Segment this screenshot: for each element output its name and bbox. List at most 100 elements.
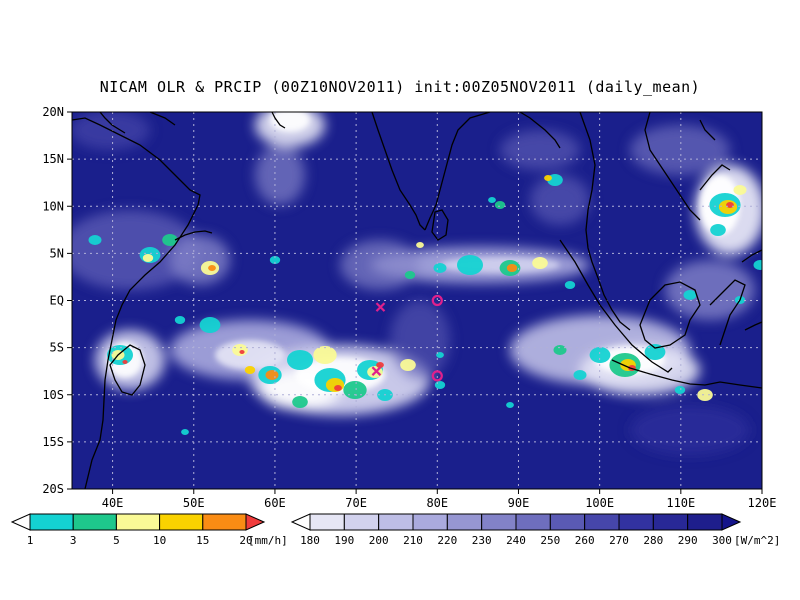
precip-patch	[88, 235, 102, 245]
colorbar-box	[446, 513, 483, 531]
lat-tick-label: 15S	[42, 435, 64, 449]
map-area	[72, 112, 762, 489]
colorbar-label: 190	[334, 534, 354, 547]
circle-marker-icon	[431, 370, 443, 382]
colorbar-label: 15	[196, 534, 209, 547]
lon-tick-label: 90E	[508, 496, 530, 510]
lat-tick-label: 15N	[42, 152, 64, 166]
coastlines	[72, 112, 762, 489]
lat-tick-label: 5N	[50, 246, 64, 260]
precip-patch	[733, 185, 747, 195]
precip-patch	[239, 350, 245, 354]
precip-patch	[162, 234, 178, 246]
colorbar-arrow-right	[245, 513, 266, 531]
colorbar-label: 260	[575, 534, 595, 547]
colorbar-label: 200	[369, 534, 389, 547]
precip-patch	[313, 346, 337, 364]
lat-tick-label: 10S	[42, 388, 64, 402]
precip-patch	[697, 389, 713, 401]
colorbar-label: 3	[70, 534, 77, 547]
circle-marker-icon	[431, 294, 443, 307]
colorbar-label: 270	[609, 534, 629, 547]
precip-patch	[292, 396, 308, 408]
precip-patch	[434, 381, 446, 389]
colorbar-label: 20	[239, 534, 252, 547]
colorbar-arrow-right	[721, 513, 742, 531]
precip-patch	[726, 202, 734, 208]
precip-patch	[287, 350, 313, 370]
precip-patch	[416, 242, 424, 248]
colorbar-box	[115, 513, 161, 531]
precip-patch	[142, 254, 154, 262]
lon-tick-label: 100E	[585, 496, 614, 510]
colorbar-box	[549, 513, 586, 531]
lat-tick-label: 10N	[42, 199, 64, 213]
colorbar-label: 230	[472, 534, 492, 547]
colorbar-box	[412, 513, 448, 531]
precip-patch	[589, 347, 611, 363]
precip-patch	[532, 257, 548, 269]
precip-patch	[494, 201, 506, 209]
colorbar-label: 5	[113, 534, 120, 547]
colorbar-arrow-left	[290, 513, 311, 531]
colorbar-label: 10	[153, 534, 166, 547]
precip-patch	[674, 386, 686, 394]
precip-patch	[506, 264, 518, 272]
lon-tick-label: 60E	[264, 496, 286, 510]
lon-tick-label: 40E	[102, 496, 124, 510]
precip-patch	[573, 370, 587, 380]
colorbar-unit: [W/m^2]	[734, 534, 780, 547]
precip-patch	[564, 281, 576, 289]
colorbar-label: 180	[300, 534, 320, 547]
precip-patch	[244, 366, 256, 374]
lat-tick-label: 20N	[42, 105, 64, 119]
lat-tick-label: 20S	[42, 482, 64, 496]
colorbar-box	[652, 513, 689, 531]
precip-patch	[208, 265, 216, 271]
page-title: NICAM OLR & PRCIP (00Z10NOV2011) init:00…	[99, 78, 701, 96]
colorbar-box	[159, 513, 204, 531]
x-marker-icon	[375, 302, 386, 312]
precip-patch	[334, 385, 342, 391]
precip-patch	[199, 317, 221, 333]
colorbar-box	[343, 513, 380, 531]
lat-tick-label: 5S	[50, 341, 64, 355]
precip-patch	[553, 345, 567, 355]
lon-tick-label: 120E	[748, 496, 777, 510]
colorbar-label: 290	[678, 534, 698, 547]
precip-patch	[544, 175, 552, 181]
precip-patch	[174, 316, 186, 324]
colorbar-label: 220	[437, 534, 457, 547]
markers	[371, 294, 443, 382]
colorbar-label: 250	[540, 534, 560, 547]
precip-colorbar: 1 3 5 10 15 20[mm/h]	[10, 513, 288, 547]
precip-patch	[269, 256, 281, 264]
precip-patch	[122, 360, 128, 364]
precip-patch	[343, 381, 367, 399]
colorbar-label: 240	[506, 534, 526, 547]
colorbar-box	[309, 513, 345, 531]
precip-patch	[265, 370, 279, 380]
precip-patch	[753, 260, 762, 270]
precip-patch	[404, 271, 416, 279]
colorbar-arrow-left	[10, 513, 31, 531]
lat-tick-label: EQ	[50, 294, 64, 308]
olr-colorbar: 180 190 200 210 220 230 240 250 260 270 280 290 300[…	[290, 513, 780, 547]
x-marker-icon	[371, 366, 382, 376]
colorbar-box	[515, 513, 551, 531]
colorbar-box	[202, 513, 247, 531]
colorbar-label: 280	[643, 534, 663, 547]
precip-patch	[683, 290, 697, 300]
lon-tick-label: 80E	[426, 496, 448, 510]
axes: 40E 50E 60E 70E 80E 90E 100E 110E 120E 20N 15N 10N 5…	[42, 105, 776, 510]
colorbar-label: 210	[403, 534, 423, 547]
lon-tick-label: 50E	[183, 496, 205, 510]
precip-patch	[400, 359, 416, 371]
precip-patch	[232, 344, 248, 356]
precip-patch	[506, 402, 514, 408]
colorbar-box	[687, 513, 723, 531]
colorbar-box	[481, 513, 517, 531]
precip-patch	[181, 429, 189, 435]
colorbar-box	[378, 513, 414, 531]
